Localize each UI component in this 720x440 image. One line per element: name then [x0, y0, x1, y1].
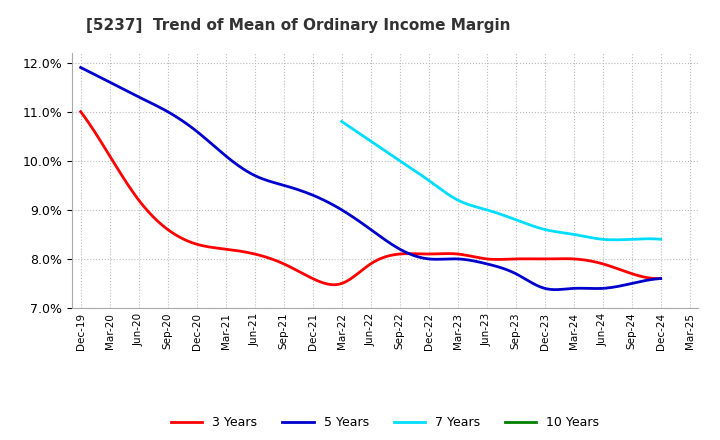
3 Years [657, 276, 665, 281]
Text: [5237]  Trend of Mean of Ordinary Income Margin: [5237] Trend of Mean of Ordinary Income … [86, 18, 511, 33]
5 Years [604, 285, 613, 290]
7 Years [628, 237, 636, 242]
3 Years [76, 109, 85, 114]
7 Years [611, 237, 619, 242]
7 Years [606, 237, 615, 242]
5 Years [76, 65, 85, 70]
5 Years [431, 257, 440, 262]
7 Years [527, 223, 536, 228]
3 Years [433, 251, 442, 257]
5 Years [657, 276, 665, 281]
7 Years [533, 225, 541, 230]
5 Years [420, 256, 428, 261]
Line: 5 Years: 5 Years [81, 67, 661, 290]
3 Years [567, 256, 576, 261]
7 Years [526, 223, 535, 228]
3 Years [604, 263, 613, 268]
Legend: 3 Years, 5 Years, 7 Years, 10 Years: 3 Years, 5 Years, 7 Years, 10 Years [166, 411, 604, 434]
3 Years [330, 282, 339, 287]
5 Years [567, 286, 576, 291]
5 Years [78, 66, 87, 71]
7 Years [338, 119, 346, 124]
7 Years [338, 120, 347, 125]
3 Years [423, 251, 432, 257]
5 Years [552, 287, 560, 292]
Line: 3 Years: 3 Years [81, 112, 661, 285]
3 Years [78, 112, 87, 117]
7 Years [657, 237, 665, 242]
3 Years [422, 251, 431, 257]
Line: 7 Years: 7 Years [342, 121, 661, 240]
5 Years [422, 256, 431, 261]
